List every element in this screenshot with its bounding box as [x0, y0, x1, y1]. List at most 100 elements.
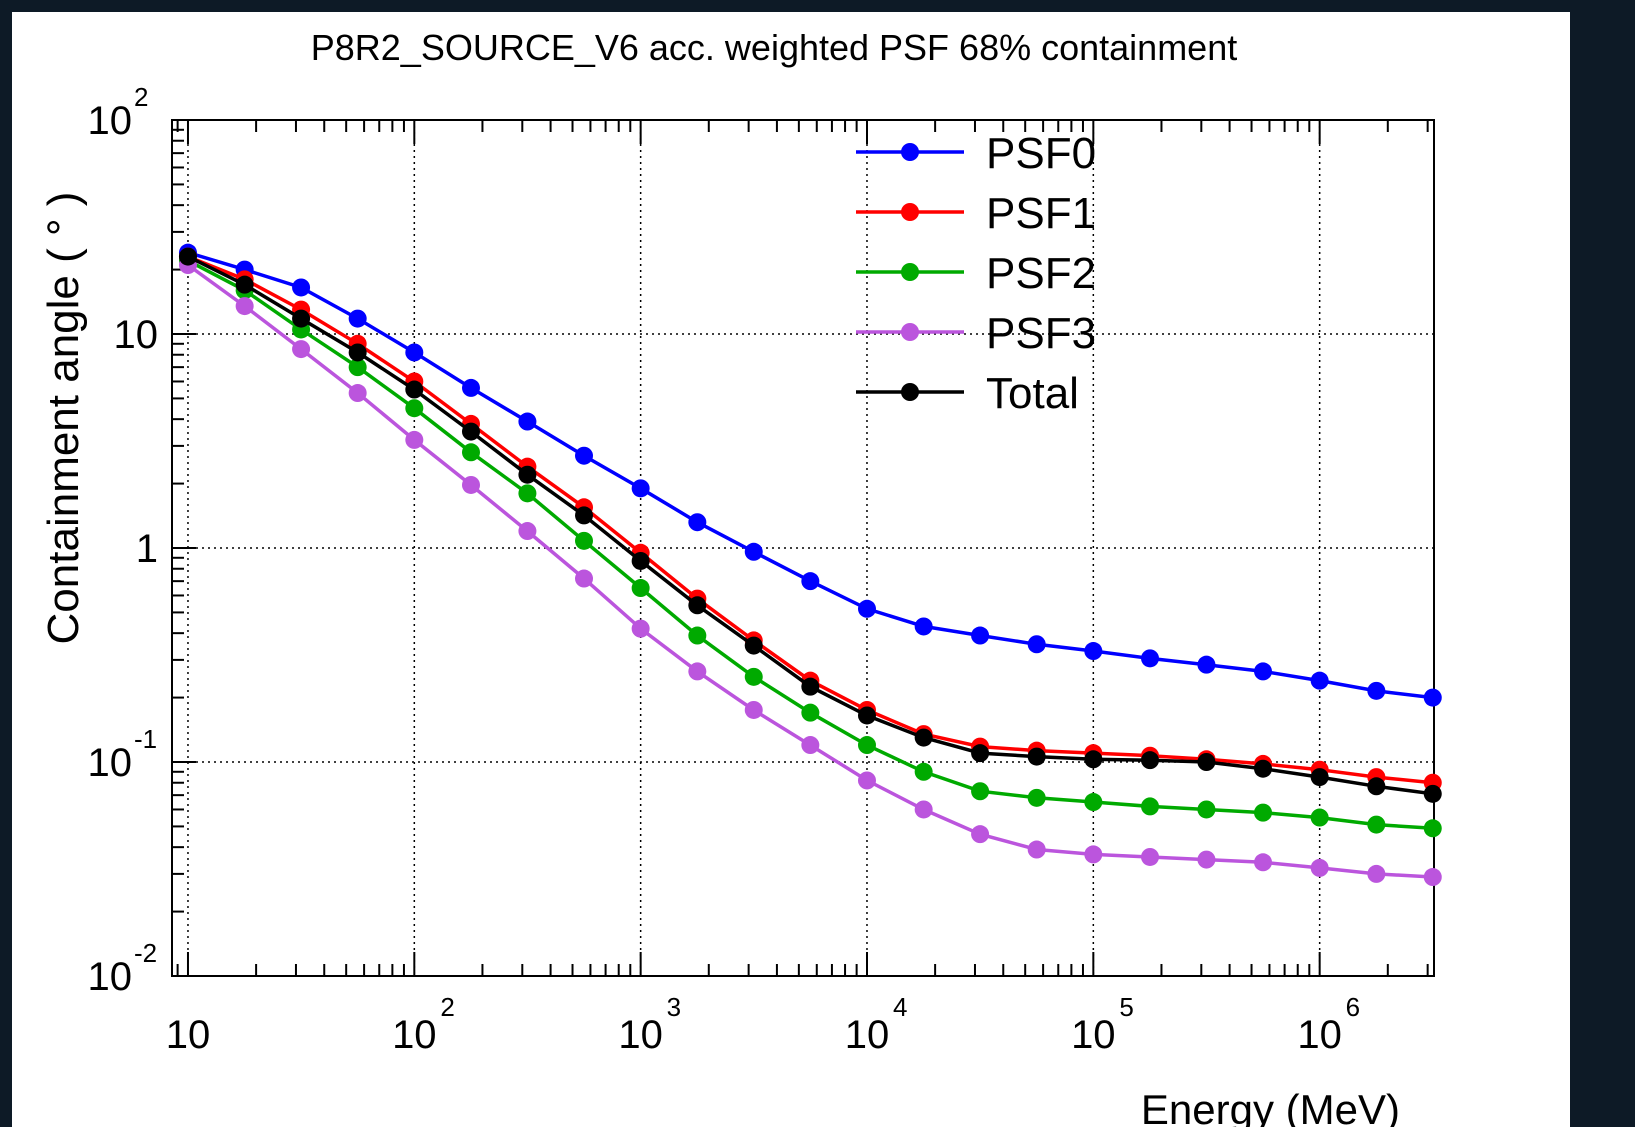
data-point: [1027, 788, 1046, 807]
data-point: [1310, 671, 1329, 690]
legend-label: PSF3: [986, 309, 1096, 358]
data-point: [178, 247, 197, 266]
data-point: [971, 825, 990, 844]
data-point: [744, 700, 763, 719]
data-point: [1141, 847, 1160, 866]
line-chart: P8R2_SOURCE_V6 acc. weighted PSF 68% con…: [39, 27, 1442, 1127]
data-point: [1197, 800, 1216, 819]
data-point: [1423, 688, 1442, 707]
x-tick-label-base: 10: [1071, 1013, 1116, 1057]
x-tick-label-base: 10: [845, 1013, 890, 1057]
data-point: [1423, 819, 1442, 838]
x-tick-label-base: 10: [1297, 1013, 1342, 1057]
data-point: [575, 569, 594, 588]
data-point: [688, 596, 707, 615]
data-point: [235, 297, 254, 316]
data-point: [914, 762, 933, 781]
legend-label: PSF1: [986, 189, 1096, 238]
data-point: [971, 626, 990, 645]
data-point: [631, 619, 650, 638]
data-point: [1084, 845, 1103, 864]
series-psf3: [178, 256, 1442, 887]
data-point: [857, 736, 876, 755]
data-point: [461, 443, 480, 462]
data-point: [461, 475, 480, 494]
series-line: [187, 250, 1434, 700]
data-point: [631, 579, 650, 598]
data-point: [857, 706, 876, 725]
legend-label: PSF2: [986, 249, 1096, 298]
grid-lines: [172, 119, 1434, 977]
data-point: [857, 599, 876, 618]
y-tick-label-exponent: -2: [134, 938, 157, 968]
data-point: [1084, 793, 1103, 812]
data-point: [348, 358, 367, 377]
x-tick-label: 106: [1297, 992, 1360, 1057]
data-point: [744, 636, 763, 655]
data-point: [292, 309, 311, 328]
data-point: [405, 430, 424, 449]
data-point: [914, 728, 933, 747]
data-point: [1141, 797, 1160, 816]
x-tick-label: 105: [1071, 992, 1134, 1057]
data-point: [1310, 768, 1329, 787]
data-point: [1254, 853, 1273, 872]
legend-item: PSF0: [856, 129, 1096, 178]
y-tick-label-base: 10: [88, 955, 133, 999]
axis-ticks: [172, 119, 1429, 977]
data-point: [1197, 753, 1216, 771]
series-psf0: [178, 243, 1442, 707]
data-point: [1367, 864, 1386, 883]
data-point: [744, 542, 763, 561]
legend-item: PSF2: [856, 249, 1096, 298]
data-point: [575, 506, 594, 525]
data-point: [518, 484, 537, 503]
x-tick-label: 103: [618, 992, 681, 1057]
data-point: [1367, 777, 1386, 796]
data-point: [1310, 808, 1329, 827]
data-point: [1027, 747, 1046, 766]
data-point: [235, 275, 254, 294]
legend-item: PSF3: [856, 309, 1096, 358]
y-tick-label: 1: [136, 527, 158, 571]
data-point: [801, 677, 820, 696]
data-point: [801, 736, 820, 755]
data-point: [1254, 662, 1273, 681]
data-point: [292, 340, 311, 359]
data-point: [461, 422, 480, 441]
plot-area: 10 10210310410510610-210-1110102PSF0PSF1P…: [88, 82, 1442, 1057]
data-point: [1197, 850, 1216, 869]
data-point: [971, 744, 990, 763]
data-point: [1197, 655, 1216, 674]
data-point: [744, 667, 763, 686]
y-tick-label: 10-1: [88, 724, 158, 785]
data-point: [1423, 784, 1442, 803]
y-tick-label-base: 10: [88, 741, 133, 785]
x-tick-label: 104: [845, 992, 908, 1057]
y-tick-label: 10-2: [88, 938, 158, 999]
series-total: [178, 247, 1442, 803]
data-point: [348, 384, 367, 403]
legend-marker: [901, 323, 919, 341]
series-psf2: [178, 251, 1442, 838]
x-tick-label-exponent: 2: [440, 992, 454, 1022]
y-tick-label: 102: [88, 82, 149, 143]
x-tick-label-exponent: 3: [667, 992, 681, 1022]
y-tick-label-exponent: -1: [134, 724, 157, 754]
y-tick-label: 10: [114, 313, 159, 357]
x-tick-label-exponent: 5: [1119, 992, 1133, 1022]
x-tick-label-base: 10: [392, 1013, 437, 1057]
data-point: [801, 572, 820, 591]
data-point: [1310, 858, 1329, 877]
data-point: [1027, 840, 1046, 859]
data-point: [405, 343, 424, 362]
data-point: [688, 662, 707, 681]
data-point: [1141, 751, 1160, 770]
data-point: [518, 412, 537, 431]
data-point: [518, 465, 537, 484]
legend-item: PSF1: [856, 189, 1096, 238]
data-point: [801, 703, 820, 722]
data-point: [292, 278, 311, 297]
legend-label: Total: [986, 369, 1079, 418]
data-point: [688, 513, 707, 532]
